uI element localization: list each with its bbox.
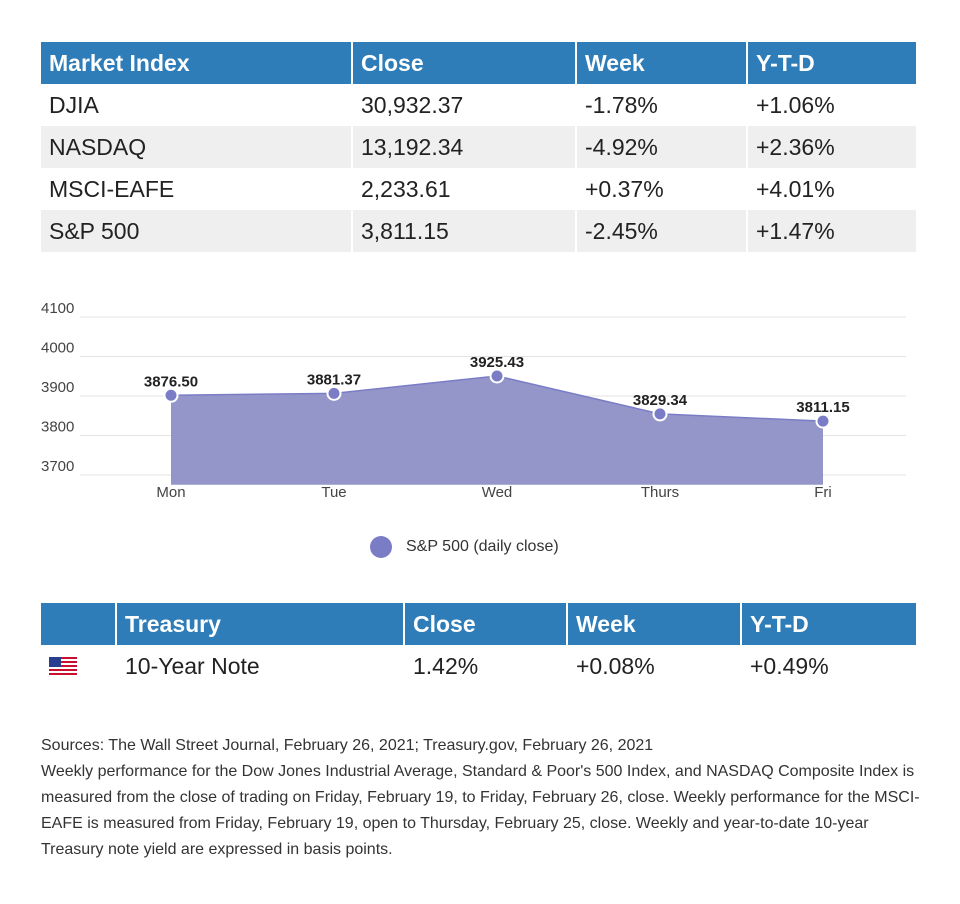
chart-canvas: 3700 3800 3900 4000 4100 3876.50 3881.37 3925.4… [41,300,906,501]
column-header: Y-T-D [742,603,916,645]
column-header: Close [405,603,566,645]
x-tick-label: Tue [321,484,346,501]
column-header: Treasury [117,603,403,645]
week-change: -1.78% [585,91,658,118]
close-value: 2,233.61 [361,175,451,202]
data-label: 3876.50 [144,373,198,390]
y-tick-label: 4000 [41,340,74,357]
methodology-note: Weekly performance for the Dow Jones Ind… [41,763,920,858]
close-value: 1.42% [413,652,479,679]
table-header-row: Treasury Close Week Y-T-D [41,603,916,645]
data-point [163,387,179,403]
data-point [652,406,668,422]
data-point [815,413,831,429]
sources-note: Sources: The Wall Street Journal, Februa… [41,737,654,754]
data-label: 3881.37 [307,371,361,388]
table-row: DJIA 30,932.37 -1.78% +1.06% [41,84,916,126]
table-row: 10-Year Note 1.42% +0.08% +0.49% [41,645,916,687]
close-value: 30,932.37 [361,91,464,118]
column-header: Week [568,603,740,645]
flag-cell [41,645,115,687]
index-name: NASDAQ [41,126,351,168]
column-header: Close [353,42,575,84]
x-tick-label: Thurs [641,484,679,501]
index-name: DJIA [49,91,99,118]
data-label: 3811.15 [796,399,849,416]
legend-label: S&P 500 (daily close) [406,538,559,555]
week-change: +0.08% [576,652,655,679]
treasury-table: Treasury Close Week Y-T-D 10-Year Note 1… [39,603,918,687]
close-value: 3,811.15 [353,210,575,252]
table-row: MSCI-EAFE 2,233.61 +0.37% +4.01% [41,168,916,210]
column-header [41,603,115,645]
footnotes: Sources: The Wall Street Journal, Februa… [41,733,921,863]
y-tick-label: 3900 [41,379,74,396]
column-header: Week [577,42,746,84]
series-area [171,375,823,485]
sp500-area-chart: 3700 3800 3900 4000 4100 3876.50 3881.37 3925.4… [0,280,960,580]
index-name: MSCI-EAFE [49,175,175,202]
ytd-change: +4.01% [756,175,835,202]
ytd-change: +2.36% [748,126,916,168]
x-tick-label: Wed [482,484,513,501]
x-tick-label: Mon [156,484,185,501]
y-tick-label: 3700 [41,458,74,475]
y-tick-label: 4100 [41,300,74,317]
ytd-change: +1.06% [756,91,835,118]
column-header: Market Index [41,42,351,84]
data-label: 3829.34 [633,392,688,409]
legend-swatch [370,536,392,558]
table-row: NASDAQ 13,192.34 -4.92% +2.36% [41,126,916,168]
y-tick-label: 3800 [41,419,74,436]
week-change: -2.45% [577,210,746,252]
column-header: Y-T-D [748,42,916,84]
us-flag-icon [49,657,77,678]
ytd-change: +1.47% [748,210,916,252]
data-label: 3925.43 [470,354,524,371]
ytd-change: +0.49% [750,652,829,679]
table-header-row: Market Index Close Week Y-T-D [41,42,916,84]
treasury-name: 10-Year Note [125,652,260,679]
data-point [326,385,342,401]
close-value: 13,192.34 [353,126,575,168]
week-change: +0.37% [585,175,664,202]
chart-legend: S&P 500 (daily close) [370,535,559,559]
market-index-table: Market Index Close Week Y-T-D DJIA 30,93… [39,42,918,252]
table-row: S&P 500 3,811.15 -2.45% +1.47% [41,210,916,252]
data-point [489,368,505,384]
week-change: -4.92% [577,126,746,168]
index-name: S&P 500 [41,210,351,252]
x-tick-label: Fri [814,484,832,501]
